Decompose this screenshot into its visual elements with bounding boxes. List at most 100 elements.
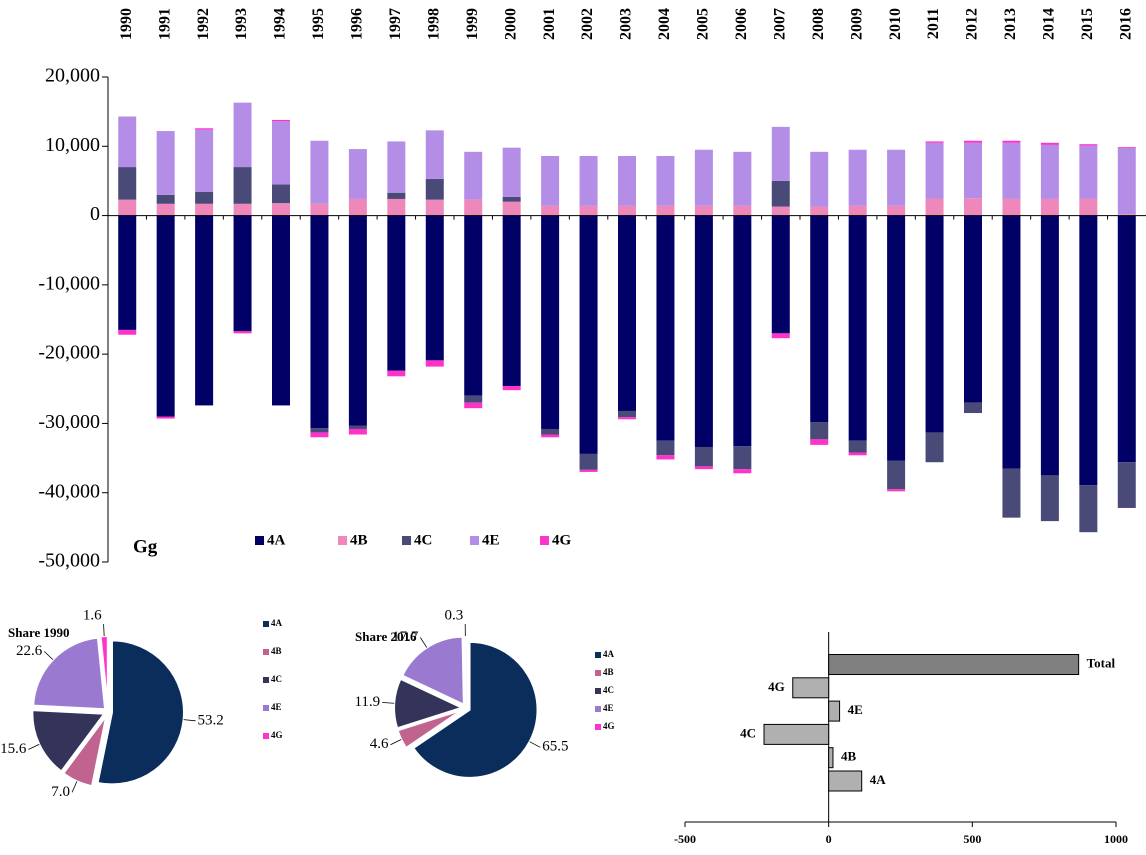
bar-label: 4A [870, 772, 887, 787]
bar-segment [1002, 215, 1021, 469]
bar-segment [502, 215, 521, 387]
leader-line [71, 781, 78, 793]
bar-label: 4B [841, 749, 857, 764]
legend-label: 4B [271, 646, 282, 656]
bar-segment [771, 126, 790, 181]
x-tick-label: 2009 [848, 8, 865, 40]
bar-segment [579, 155, 598, 206]
x-tick-label: 1000 [1104, 832, 1128, 846]
x-tick-label: 2013 [1002, 8, 1019, 40]
bar-segment [1002, 468, 1021, 518]
bar-segment [233, 215, 252, 332]
bar [828, 700, 841, 722]
leader-line [103, 624, 105, 637]
bar-segment [387, 198, 406, 216]
bar-segment [887, 149, 906, 206]
bar-segment [848, 149, 867, 206]
bar-segment [1002, 140, 1021, 143]
legend-swatch [595, 670, 601, 676]
bar-segment [810, 206, 829, 216]
bar-segment [656, 440, 675, 456]
bar [828, 770, 863, 792]
x-tick-label: -500 [674, 832, 696, 846]
bar-segment [1040, 142, 1059, 145]
bar-segment [848, 452, 867, 456]
legend-swatch [540, 536, 549, 545]
bar-label: 4E [848, 702, 863, 717]
x-tick-label: 2005 [695, 8, 712, 40]
legend-swatch [338, 536, 347, 545]
bar-segment [771, 206, 790, 216]
legend-label: 4A [271, 618, 283, 628]
leader-line [529, 741, 541, 748]
data-label: 15.6 [0, 741, 27, 757]
bar-segment [1040, 475, 1059, 522]
bar-segment [464, 151, 483, 200]
bar-segment [618, 410, 636, 418]
data-label: 53.2 [198, 712, 224, 728]
x-tick-label: 1995 [310, 8, 327, 40]
bar [828, 654, 1080, 675]
bar-segment [810, 215, 829, 423]
x-tick-label: 1999 [464, 8, 481, 40]
bar-segment [771, 180, 790, 207]
bar-segment [233, 203, 252, 216]
data-label: 0.3 [444, 607, 463, 623]
bar [828, 747, 834, 769]
bar-segment [887, 460, 906, 490]
bar-segment [502, 196, 521, 202]
bar-segment [656, 215, 675, 441]
x-tick-label: 2010 [887, 8, 904, 40]
legend-label: 4C [414, 532, 432, 548]
bar-segment [618, 417, 636, 420]
legend-label: 4B [603, 667, 614, 677]
data-label: 1.6 [83, 608, 102, 624]
bar-segment [771, 333, 790, 339]
bar-segment [464, 402, 483, 409]
x-tick-label: 2006 [733, 8, 750, 40]
pie-slice [99, 635, 109, 709]
x-tick-label: 2008 [810, 8, 827, 40]
pie-title: Share 2016 [355, 629, 417, 644]
x-tick-label: 2012 [964, 8, 981, 40]
legend-label: 4G [552, 532, 572, 548]
bar-segment [310, 428, 329, 433]
bar-segment [1079, 144, 1098, 146]
legend-swatch [255, 536, 264, 545]
x-tick-label: 2000 [502, 8, 519, 40]
bar-segment [925, 198, 944, 216]
legend-swatch [263, 621, 269, 627]
legend-swatch [595, 652, 601, 658]
x-tick-label: 2002 [579, 8, 596, 40]
x-tick-label: 2001 [541, 8, 558, 40]
leader-line [43, 651, 54, 660]
bar-segment [272, 203, 290, 216]
x-tick-label: 2007 [771, 8, 788, 40]
bar-segment [272, 215, 290, 406]
bar-segment [1002, 142, 1021, 199]
legend-label: 4E [271, 702, 282, 712]
x-tick-label: 0 [826, 832, 832, 846]
pie-slice [463, 634, 467, 705]
bar-segment [233, 331, 252, 334]
bar-segment [541, 215, 560, 429]
bar-segment [118, 116, 137, 168]
legend-label: 4C [271, 674, 282, 684]
bar-segment [156, 215, 175, 417]
y-tick-label: -10,000 [38, 272, 100, 294]
data-label: 22.6 [16, 643, 43, 659]
bar-segment [310, 140, 329, 204]
x-tick-label: 1993 [233, 8, 250, 40]
x-tick-label: 1990 [118, 8, 135, 40]
unit-label: Gg [133, 536, 158, 557]
y-tick-label: -30,000 [38, 411, 100, 433]
bar-segment [1117, 215, 1136, 463]
bar-segment [1117, 147, 1136, 215]
bar-segment [694, 149, 713, 206]
x-tick-label: 1997 [387, 8, 404, 40]
data-label: 4.6 [370, 736, 389, 752]
bar-segment [387, 215, 406, 371]
bar-segment [848, 215, 867, 441]
bar-segment [195, 128, 214, 130]
bar-segment [848, 440, 867, 453]
